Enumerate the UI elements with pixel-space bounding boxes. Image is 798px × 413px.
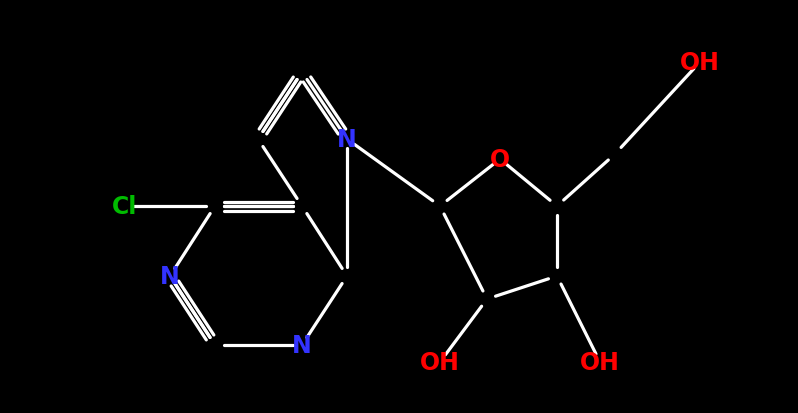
Text: Cl: Cl xyxy=(113,195,138,218)
Text: N: N xyxy=(160,264,180,288)
Text: N: N xyxy=(337,128,357,152)
Text: N: N xyxy=(292,333,312,357)
Text: OH: OH xyxy=(420,350,460,374)
Text: O: O xyxy=(490,147,510,171)
Text: OH: OH xyxy=(680,51,720,75)
Text: OH: OH xyxy=(580,350,620,374)
